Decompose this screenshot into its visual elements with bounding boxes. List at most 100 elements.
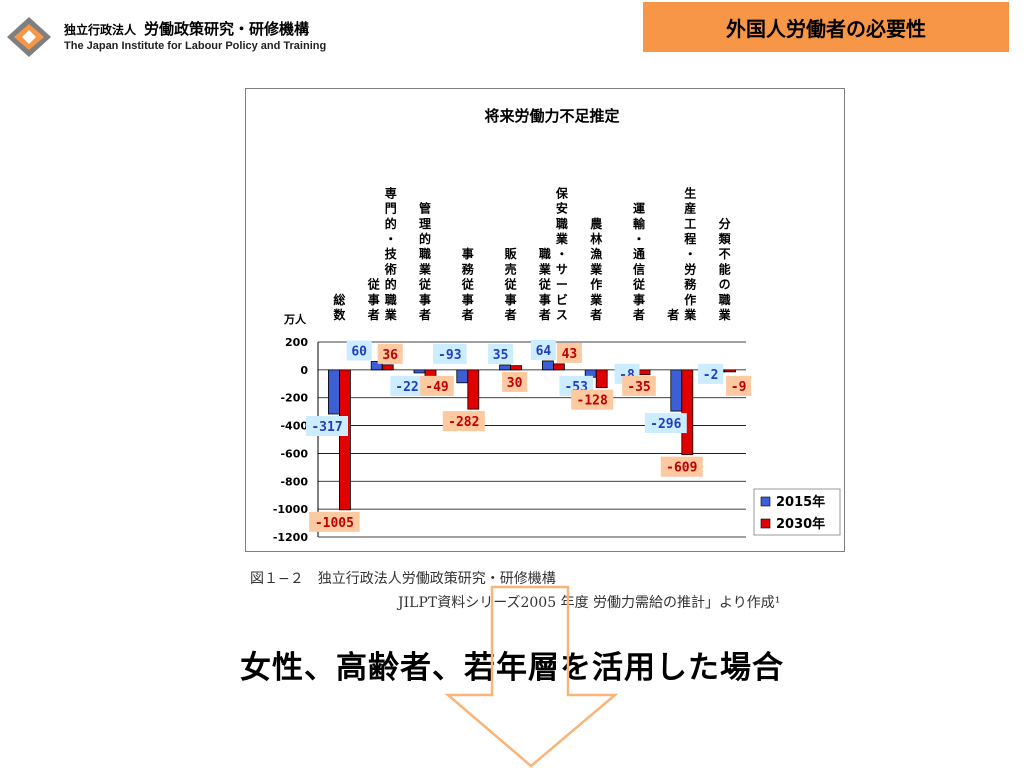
category-label-char: 類 bbox=[718, 231, 732, 246]
category-label-char: 事 bbox=[462, 246, 474, 261]
data-label-2015: 35 bbox=[493, 348, 509, 363]
category-label-char: 業 bbox=[384, 307, 398, 322]
y-tick-label: -1200 bbox=[273, 531, 309, 544]
diamond-logo-icon bbox=[7, 17, 51, 57]
org-name: 労働政策研究・研修機構 bbox=[144, 20, 310, 38]
category-label-char: 技 bbox=[385, 246, 398, 261]
data-label-2015: 60 bbox=[351, 345, 367, 360]
category-label-char: 者 bbox=[589, 307, 602, 322]
bar-2030 bbox=[510, 365, 523, 371]
category-label-char: 業 bbox=[589, 261, 603, 276]
y-axis-unit: 万人 bbox=[283, 312, 307, 326]
category-label-char: 理 bbox=[419, 217, 431, 231]
category-label-char: 労 bbox=[684, 261, 696, 276]
category-label-char: 者 bbox=[504, 307, 517, 322]
y-tick-label: -600 bbox=[280, 447, 308, 460]
category-label-char: 通 bbox=[633, 246, 645, 261]
data-label-2030: -49 bbox=[425, 380, 448, 395]
category-label-char: 生 bbox=[684, 185, 696, 200]
category-label-char: 不 bbox=[719, 247, 731, 261]
data-label-2030: 30 bbox=[507, 376, 523, 391]
data-label-2015: -22 bbox=[395, 380, 418, 395]
bar-2030 bbox=[381, 364, 394, 371]
source-caption: JILPT資料シリーズ2005 年度 労働力需給の推計」より作成¹ bbox=[398, 595, 781, 611]
category-label-char: ビ bbox=[556, 292, 568, 307]
category-label-char: 従 bbox=[367, 277, 381, 292]
scenario-headline: 女性、高齢者、若年層を活用した場合 bbox=[240, 650, 784, 686]
category-label-char: 専 bbox=[385, 185, 397, 200]
y-tick-label: -1000 bbox=[273, 503, 309, 516]
data-label-2030: -282 bbox=[448, 415, 479, 430]
category-label-char: 事 bbox=[539, 292, 551, 307]
category-label-char: 者 bbox=[666, 307, 679, 322]
category-label-char: 業 bbox=[589, 292, 603, 307]
data-label-2030-bg bbox=[442, 411, 485, 432]
category-label-char: ・ bbox=[385, 232, 397, 246]
category-label-char: 事 bbox=[633, 292, 645, 307]
data-label-2015-bg bbox=[530, 339, 556, 360]
category-label-char: 者 bbox=[538, 307, 551, 322]
category-label-char: 職 bbox=[539, 246, 551, 261]
data-label-2015-bg bbox=[433, 343, 467, 364]
category-label-char: 分 bbox=[719, 216, 731, 231]
bar-2015 bbox=[499, 364, 512, 371]
org-name-jp: 独立行政法人 労働政策研究・研修機構 bbox=[64, 18, 309, 39]
category-label-char: 者 bbox=[632, 307, 645, 322]
bar-2015 bbox=[670, 369, 683, 412]
legend-label: 2030年 bbox=[776, 516, 825, 532]
data-label-2015-bg bbox=[644, 413, 687, 434]
labour-shortage-chart: 将来労働力不足推定 万人 200 0 -200 -400 -600 -800 -1000 -120… bbox=[245, 88, 845, 552]
down-arrow-icon bbox=[445, 585, 619, 768]
data-label-2030: -1005 bbox=[315, 516, 354, 531]
chart-title: 将来労働力不足推定 bbox=[484, 107, 619, 125]
category-label-char: 保 bbox=[555, 185, 569, 200]
category-label-char: 的 bbox=[385, 216, 397, 231]
data-label-2015: 64 bbox=[536, 344, 552, 359]
category-label-char: 職 bbox=[719, 292, 731, 307]
y-tick-label: -400 bbox=[280, 420, 308, 433]
category-label-char: 林 bbox=[590, 231, 602, 246]
category-label-char: 事 bbox=[368, 292, 380, 307]
category-label-char: 販 bbox=[505, 246, 518, 261]
category-label-char: 業 bbox=[538, 261, 552, 276]
bar-2030 bbox=[424, 369, 437, 378]
slide-title-text: 外国人労働者の必要性 bbox=[726, 16, 926, 41]
bar-2030 bbox=[681, 369, 694, 456]
category-label-char: 漁 bbox=[590, 246, 602, 261]
data-label-2015: -93 bbox=[438, 348, 461, 363]
bar-2030 bbox=[724, 369, 737, 373]
data-label-2030: 36 bbox=[382, 348, 398, 363]
y-tick-label: -200 bbox=[280, 392, 308, 405]
category-label-char: 業 bbox=[555, 231, 569, 246]
org-name-en: The Japan Institute for Labour Policy an… bbox=[64, 40, 327, 52]
category-label-char: 事 bbox=[419, 292, 431, 307]
category-label-char: 務 bbox=[462, 261, 475, 276]
data-label-2015-bg bbox=[306, 416, 348, 437]
category-label-char: 従 bbox=[538, 277, 552, 292]
data-label-2030-bg bbox=[571, 389, 614, 410]
bar-2030 bbox=[638, 369, 651, 376]
bar-2015 bbox=[413, 369, 426, 374]
data-label-2030-bg bbox=[377, 343, 403, 364]
category-label-char: 総 bbox=[333, 292, 345, 307]
category-label-char: サ bbox=[556, 262, 568, 276]
data-label-2015-bg bbox=[488, 343, 514, 364]
category-label-char: 管 bbox=[419, 201, 431, 216]
category-label-char: 職 bbox=[385, 292, 397, 307]
data-label-2030-bg bbox=[726, 375, 752, 396]
category-label-char: 門 bbox=[385, 202, 397, 216]
category-label-char: 的 bbox=[419, 231, 431, 246]
data-label-2030-bg bbox=[420, 375, 454, 396]
data-label-2030: -9 bbox=[731, 380, 747, 395]
category-label-char: 者 bbox=[418, 307, 431, 322]
category-label-char: 農 bbox=[590, 216, 603, 231]
data-label-2030-bg bbox=[309, 511, 360, 532]
category-label-char: 業 bbox=[418, 261, 432, 276]
bar-2015 bbox=[328, 369, 340, 415]
data-label-2030: -128 bbox=[577, 394, 608, 409]
data-label-2030-bg bbox=[502, 371, 528, 392]
legend-swatch bbox=[760, 496, 771, 507]
y-tick-label: 0 bbox=[300, 364, 308, 377]
data-label-2030: 43 bbox=[562, 347, 578, 362]
